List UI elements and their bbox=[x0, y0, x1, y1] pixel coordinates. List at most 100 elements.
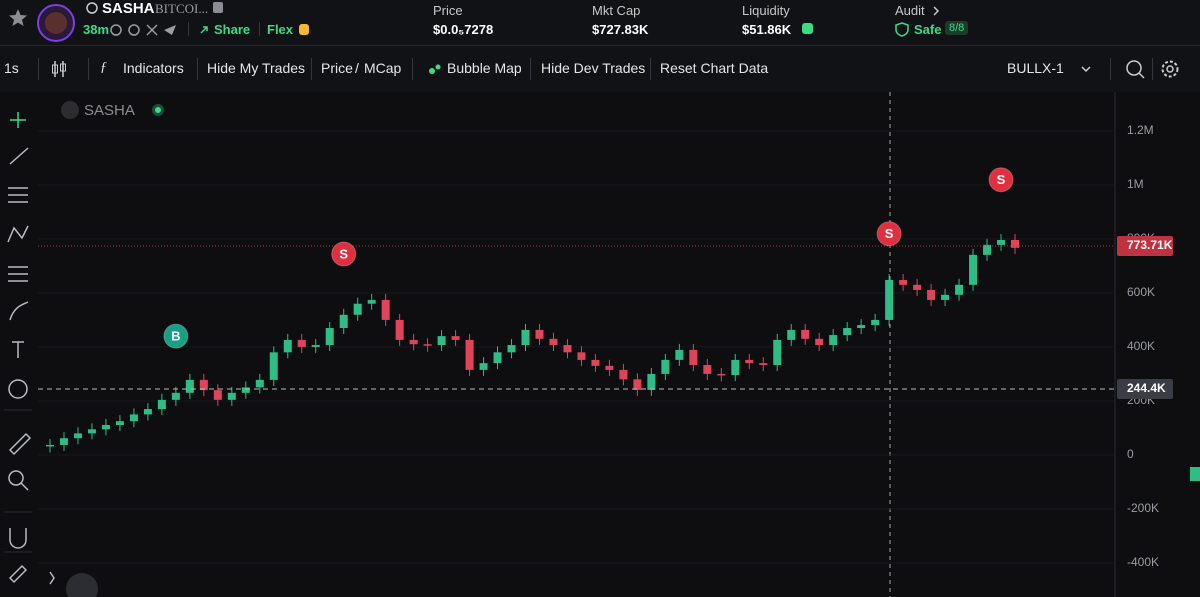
candle bbox=[297, 339, 306, 347]
candle bbox=[801, 329, 810, 339]
bubble-icon[interactable] bbox=[428, 62, 442, 76]
copy-icon[interactable] bbox=[213, 2, 223, 13]
price-badge bbox=[1117, 378, 1173, 399]
dropdown-chevron[interactable] bbox=[1080, 64, 1092, 74]
chart: SASHA 1.2M1M800K600K400K200K0-200K-400K7… bbox=[0, 92, 1200, 597]
audit-score: 8/8 bbox=[945, 21, 969, 35]
candle bbox=[115, 421, 124, 425]
stat-value: $0.0₅7278 bbox=[433, 22, 494, 37]
pump-icon bbox=[86, 2, 98, 14]
candle bbox=[647, 373, 656, 390]
candle bbox=[101, 424, 110, 430]
candle bbox=[787, 329, 796, 340]
flex-button[interactable]: Flex bbox=[267, 22, 294, 37]
candle bbox=[451, 336, 460, 340]
hide-dev-trades-button[interactable]: Hide Dev Trades bbox=[541, 60, 646, 76]
settings-icon[interactable] bbox=[1159, 58, 1181, 80]
toggle-separator: / bbox=[355, 60, 359, 76]
candle bbox=[73, 433, 82, 439]
candle bbox=[171, 392, 180, 400]
toolbar: 1s ƒ Indicators Hide My Trades Price / M… bbox=[0, 45, 1200, 93]
candle bbox=[255, 379, 264, 388]
social-icons[interactable] bbox=[110, 23, 180, 37]
audit-label[interactable]: Audit bbox=[895, 3, 925, 18]
candle bbox=[605, 365, 614, 370]
candle bbox=[885, 279, 894, 320]
y-tick-label: 1.2M bbox=[1127, 123, 1154, 137]
candle bbox=[703, 365, 712, 374]
candle bbox=[423, 344, 432, 346]
candle bbox=[59, 438, 68, 445]
hide-my-trades-button[interactable]: Hide My Trades bbox=[207, 60, 306, 76]
favorite-star[interactable] bbox=[8, 8, 28, 28]
candle bbox=[409, 339, 418, 345]
candle bbox=[283, 339, 292, 353]
legend-symbol: SASHA bbox=[84, 102, 135, 119]
candle bbox=[745, 359, 754, 364]
candle bbox=[535, 329, 544, 339]
candle bbox=[899, 279, 908, 285]
chevron[interactable] bbox=[932, 5, 940, 17]
candle bbox=[353, 303, 362, 315]
candle bbox=[437, 336, 446, 346]
share-button[interactable]: Share bbox=[214, 22, 251, 37]
indicators-button[interactable]: Indicators bbox=[123, 60, 184, 76]
candle bbox=[465, 339, 474, 370]
trade-marker bbox=[876, 221, 902, 247]
price-label: 244.4K bbox=[1127, 381, 1166, 395]
candle bbox=[549, 338, 558, 346]
candle bbox=[661, 359, 670, 374]
candle bbox=[493, 352, 502, 364]
trade-marker bbox=[988, 167, 1014, 193]
candle bbox=[325, 328, 334, 346]
candle bbox=[675, 349, 684, 360]
y-tick-label: 0 bbox=[1127, 447, 1134, 461]
candle bbox=[955, 284, 964, 295]
candle bbox=[857, 325, 866, 329]
side-tab[interactable] bbox=[1190, 467, 1200, 481]
reset-chart-button[interactable]: Reset Chart Data bbox=[660, 60, 769, 76]
y-tick-label: 400K bbox=[1127, 339, 1155, 353]
candle bbox=[927, 289, 936, 300]
candle bbox=[367, 299, 376, 304]
tradingview-logo[interactable] bbox=[66, 573, 98, 597]
share-icon[interactable] bbox=[198, 24, 210, 36]
trade-marker-label: S bbox=[997, 172, 1006, 187]
candle bbox=[941, 294, 950, 300]
candle bbox=[87, 429, 96, 434]
alert-icon[interactable] bbox=[1124, 58, 1146, 80]
preset-select[interactable]: BULLX-1 bbox=[1007, 60, 1064, 76]
price-label: 773.71K bbox=[1127, 238, 1173, 252]
trade-marker-label: S bbox=[885, 226, 894, 241]
candle bbox=[563, 345, 572, 353]
trade-marker-label: B bbox=[171, 329, 180, 344]
audit-status: Safe bbox=[914, 22, 942, 37]
header: SASHA BITCOI... 38m Share Flex Price $0.… bbox=[0, 0, 1200, 45]
candle bbox=[227, 392, 236, 400]
candle bbox=[241, 387, 250, 393]
y-tick-label: 1M bbox=[1127, 177, 1144, 191]
stat-label: Liquidity bbox=[742, 3, 790, 18]
candle bbox=[731, 359, 740, 376]
fx-icon[interactable]: ƒ bbox=[100, 60, 107, 75]
candle bbox=[339, 314, 348, 329]
price-toggle[interactable]: Price bbox=[321, 60, 353, 76]
bubble-map-button[interactable]: Bubble Map bbox=[447, 60, 522, 76]
candle bbox=[717, 373, 726, 376]
interval-button[interactable]: 1s bbox=[4, 60, 19, 76]
token-name: SASHA bbox=[102, 0, 155, 17]
candle bbox=[395, 319, 404, 340]
candle bbox=[521, 329, 530, 346]
candle bbox=[829, 335, 838, 346]
mcap-toggle[interactable]: MCap bbox=[364, 60, 402, 76]
price-badge bbox=[1117, 236, 1173, 257]
stat-label: Price bbox=[433, 3, 463, 18]
stat-value: $51.86K bbox=[742, 22, 792, 37]
token-avatar bbox=[37, 4, 75, 42]
candle-type-icon[interactable] bbox=[50, 59, 68, 79]
shield-icon bbox=[895, 22, 909, 37]
candle bbox=[983, 244, 992, 255]
candle bbox=[1011, 239, 1019, 248]
candle bbox=[129, 414, 138, 422]
